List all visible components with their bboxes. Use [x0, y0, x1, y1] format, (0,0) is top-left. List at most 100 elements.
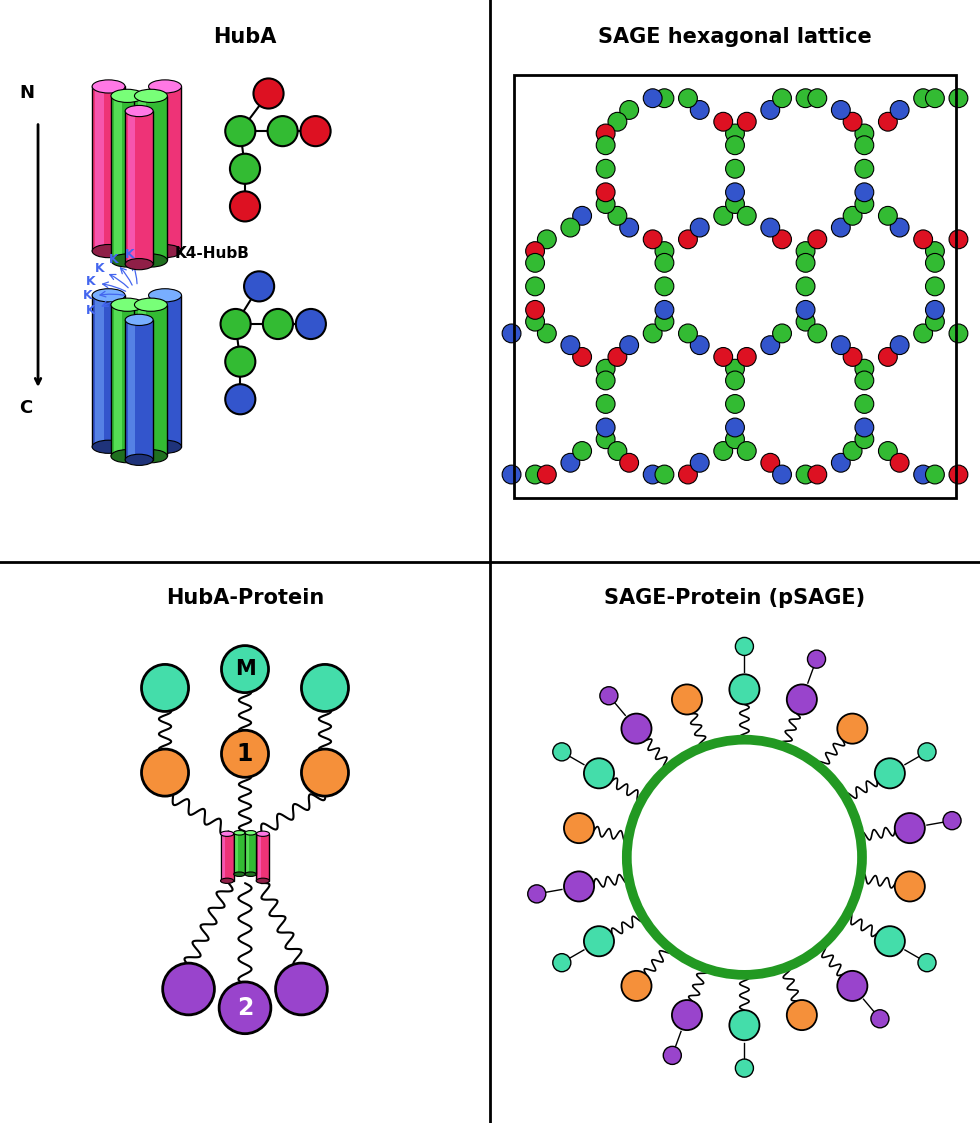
Text: K: K	[125, 247, 135, 261]
Circle shape	[725, 136, 745, 155]
Circle shape	[537, 230, 557, 248]
Circle shape	[608, 441, 627, 460]
Circle shape	[831, 101, 851, 119]
Ellipse shape	[111, 298, 144, 311]
Ellipse shape	[257, 878, 270, 884]
Ellipse shape	[149, 440, 181, 454]
Circle shape	[855, 124, 874, 143]
Circle shape	[925, 301, 945, 319]
Circle shape	[895, 813, 925, 843]
Circle shape	[831, 454, 851, 472]
Circle shape	[537, 465, 557, 484]
Ellipse shape	[220, 878, 233, 884]
Circle shape	[918, 742, 936, 761]
Circle shape	[596, 430, 615, 449]
Polygon shape	[257, 833, 270, 880]
Polygon shape	[92, 86, 125, 252]
Circle shape	[619, 218, 639, 237]
Circle shape	[275, 964, 327, 1015]
Circle shape	[263, 309, 293, 339]
Circle shape	[949, 230, 968, 248]
Circle shape	[225, 384, 256, 414]
Text: K: K	[82, 290, 92, 302]
Circle shape	[525, 301, 545, 319]
Circle shape	[596, 194, 615, 213]
Circle shape	[672, 684, 702, 714]
Circle shape	[913, 325, 933, 343]
Polygon shape	[149, 295, 181, 447]
Circle shape	[596, 418, 615, 437]
Ellipse shape	[125, 106, 153, 117]
Circle shape	[268, 116, 298, 146]
Circle shape	[564, 871, 594, 902]
Circle shape	[808, 230, 827, 248]
Circle shape	[925, 465, 945, 484]
Circle shape	[525, 241, 545, 261]
Circle shape	[949, 89, 968, 108]
Circle shape	[737, 207, 757, 226]
Circle shape	[949, 325, 968, 343]
Ellipse shape	[125, 454, 153, 465]
Circle shape	[878, 347, 898, 366]
Ellipse shape	[134, 254, 168, 267]
Circle shape	[572, 347, 592, 366]
Circle shape	[855, 430, 874, 449]
Circle shape	[690, 101, 710, 119]
Circle shape	[713, 347, 733, 366]
Ellipse shape	[149, 80, 181, 93]
Polygon shape	[128, 320, 135, 459]
Polygon shape	[125, 111, 153, 264]
Text: K: K	[85, 275, 95, 287]
Circle shape	[301, 116, 330, 146]
Circle shape	[796, 312, 815, 331]
Text: K4-HubB: K4-HubB	[174, 246, 249, 262]
Ellipse shape	[92, 245, 125, 257]
Circle shape	[643, 230, 662, 248]
Circle shape	[713, 207, 733, 226]
Circle shape	[843, 112, 862, 131]
Circle shape	[837, 713, 867, 743]
Circle shape	[572, 441, 592, 460]
Circle shape	[655, 465, 674, 484]
Circle shape	[302, 665, 349, 712]
Circle shape	[831, 218, 851, 237]
Circle shape	[553, 953, 571, 971]
Polygon shape	[115, 95, 122, 261]
Ellipse shape	[245, 831, 256, 836]
Polygon shape	[152, 86, 160, 252]
Circle shape	[596, 183, 615, 202]
Polygon shape	[128, 111, 135, 264]
Circle shape	[608, 207, 627, 226]
Circle shape	[875, 758, 905, 788]
Polygon shape	[111, 95, 144, 261]
Ellipse shape	[257, 831, 270, 837]
Circle shape	[553, 742, 571, 761]
Ellipse shape	[245, 871, 256, 876]
Circle shape	[596, 359, 615, 378]
Circle shape	[678, 325, 698, 343]
Circle shape	[796, 254, 815, 272]
Polygon shape	[111, 304, 144, 456]
Circle shape	[596, 394, 615, 413]
Circle shape	[596, 124, 615, 143]
Circle shape	[787, 999, 817, 1030]
Circle shape	[254, 79, 283, 109]
Circle shape	[221, 646, 269, 693]
Polygon shape	[115, 304, 122, 456]
Ellipse shape	[92, 80, 125, 93]
Circle shape	[296, 309, 326, 339]
Circle shape	[925, 254, 945, 272]
Circle shape	[725, 183, 745, 202]
Circle shape	[713, 441, 733, 460]
Circle shape	[608, 112, 627, 131]
Text: 1: 1	[237, 742, 253, 766]
Circle shape	[949, 465, 968, 484]
Circle shape	[895, 871, 925, 902]
Circle shape	[890, 101, 909, 119]
Circle shape	[808, 325, 827, 343]
Ellipse shape	[111, 449, 144, 463]
Circle shape	[572, 207, 592, 226]
Circle shape	[655, 241, 674, 261]
Circle shape	[878, 207, 898, 226]
Title: HubA: HubA	[214, 27, 276, 47]
